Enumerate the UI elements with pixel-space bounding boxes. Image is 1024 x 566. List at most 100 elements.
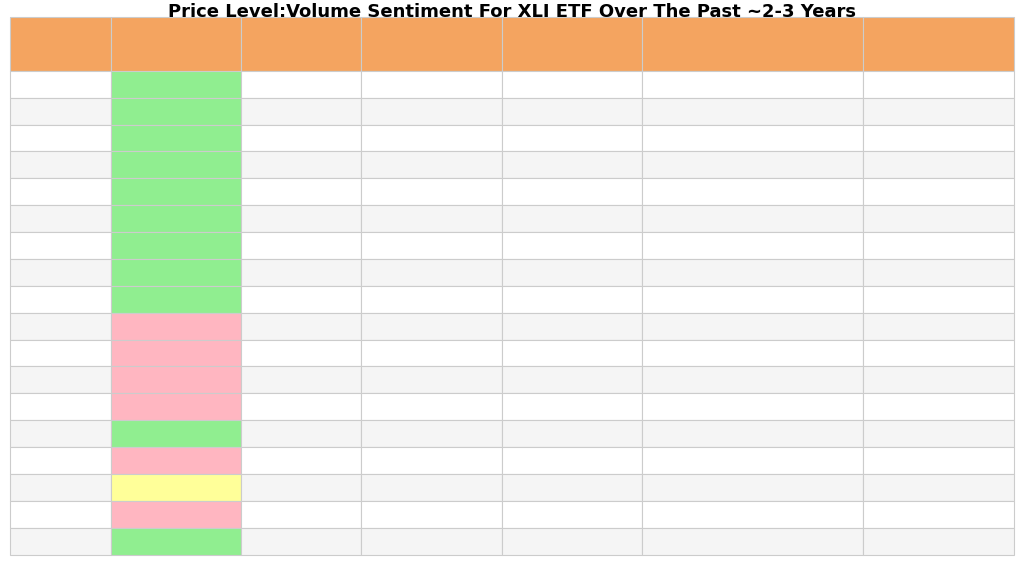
- Text: 2.8: 2.8: [422, 508, 441, 521]
- Text: 2.4: 2.4: [292, 400, 311, 413]
- Text: $100.00: $100.00: [35, 185, 86, 198]
- Text: Buyers: Buyers: [152, 78, 200, 91]
- Text: Buyers: Buyers: [152, 239, 200, 252]
- Text: # Boxes
Buyers: # Boxes Buyers: [269, 29, 333, 59]
- Text: Sellers: Sellers: [152, 346, 200, 359]
- Text: 1:1: 1:1: [742, 481, 763, 494]
- Text: 11: 11: [424, 320, 439, 333]
- Text: -32.51%: -32.51%: [912, 374, 965, 387]
- Text: Even: Even: [557, 481, 588, 494]
- Text: # Boxes Sellers: # Boxes Sellers: [371, 37, 493, 51]
- Text: Price: Price: [41, 37, 80, 51]
- Text: -25.97%: -25.97%: [912, 158, 965, 171]
- Text: Buyers: Buyers: [152, 427, 200, 440]
- Text: 7.2: 7.2: [291, 239, 311, 252]
- Text: 4.6: 4.6: [292, 185, 311, 198]
- Text: 1.166666667: 1.166666667: [530, 535, 613, 548]
- Text: $93.00: $93.00: [39, 374, 82, 387]
- Text: 3.2: 3.2: [422, 427, 441, 440]
- Text: $92.00: $92.00: [39, 400, 82, 413]
- Text: Sellers: Sellers: [152, 508, 200, 521]
- Text: 1: 1: [297, 454, 305, 467]
- Text: $99.00: $99.00: [39, 212, 82, 225]
- Text: 1.846153846: 1.846153846: [530, 374, 613, 387]
- Text: 5.8: 5.8: [291, 158, 311, 171]
- Text: 2.5: 2.5: [422, 454, 441, 467]
- Text: $97.00: $97.00: [39, 266, 82, 279]
- Text: 5.7: 5.7: [291, 105, 311, 118]
- Text: -36.13%: -36.13%: [912, 508, 965, 521]
- Text: 1.37931034482759:1: 1.37931034482759:1: [685, 266, 820, 279]
- Text: Sellers: Sellers: [152, 454, 200, 467]
- Text: 2.5:1: 2.5:1: [737, 454, 769, 467]
- Text: 1.6: 1.6: [292, 78, 311, 91]
- Text: 1.866666667: 1.866666667: [530, 508, 613, 521]
- Text: 2.6: 2.6: [292, 374, 311, 387]
- Text: 2.32258064516129:1: 2.32258064516129:1: [685, 239, 820, 252]
- Text: 3.1: 3.1: [422, 239, 441, 252]
- Text: 1.769230769: 1.769230769: [530, 185, 613, 198]
- Text: -28.15%: -28.15%: [912, 212, 965, 225]
- Text: $95.00: $95.00: [39, 320, 82, 333]
- Text: $87.00: $87.00: [39, 535, 82, 548]
- Text: Price Level:Volume Sentiment For XLI ETF Over The Past ~2-3 Years: Price Level:Volume Sentiment For XLI ETF…: [168, 3, 856, 21]
- Text: -21.62%: -21.62%: [912, 78, 965, 91]
- Text: 1.03846153846154:1: 1.03846153846154:1: [685, 293, 820, 306]
- Text: 1.1:1: 1.1:1: [737, 320, 769, 333]
- Text: 1.20833333333333:1: 1.20833333333333:1: [686, 158, 820, 171]
- Text: 4.7: 4.7: [291, 346, 311, 359]
- Text: -24.52%: -24.52%: [912, 131, 965, 144]
- Text: 1.8: 1.8: [422, 535, 441, 548]
- Text: Ratio/% Refined: Ratio/% Refined: [690, 37, 815, 51]
- Text: 4.5: 4.5: [422, 212, 441, 225]
- Text: -28.88%: -28.88%: [912, 239, 965, 252]
- Text: 1.244444444: 1.244444444: [530, 212, 613, 225]
- Text: Sellers: Sellers: [152, 374, 200, 387]
- Text: 4.8: 4.8: [422, 374, 441, 387]
- Text: % From Price: % From Price: [887, 37, 990, 51]
- Text: 1.14285714285714:1: 1.14285714285714:1: [685, 78, 820, 91]
- Text: Buyers: Buyers: [152, 158, 200, 171]
- Text: 1.16666666666667:1: 1.16666666666667:1: [686, 535, 820, 548]
- Text: -33.23%: -33.23%: [912, 400, 965, 413]
- Text: -29.60%: -29.60%: [912, 266, 965, 279]
- Text: Sellers: Sellers: [152, 400, 200, 413]
- Text: Ratio/%: Ratio/%: [542, 37, 602, 51]
- Text: 2.5: 2.5: [291, 131, 311, 144]
- Text: 1.25:1: 1.25:1: [733, 427, 773, 440]
- Text: -34.68%: -34.68%: [912, 454, 965, 467]
- Text: 1.038461538: 1.038461538: [530, 293, 613, 306]
- Text: -36.86%: -36.86%: [912, 535, 965, 548]
- Text: 4: 4: [297, 427, 305, 440]
- Text: Sellers: Sellers: [152, 320, 200, 333]
- Text: 1.379310345: 1.379310345: [530, 266, 613, 279]
- Text: 1.19047619: 1.19047619: [535, 131, 609, 144]
- Text: 1.208333333: 1.208333333: [530, 158, 613, 171]
- Text: 1.19047619047619:1: 1.19047619047619:1: [685, 131, 820, 144]
- Text: 4.8: 4.8: [422, 158, 441, 171]
- Text: 2.5: 2.5: [562, 454, 583, 467]
- Text: 1.08333333333333:1: 1.08333333333333:1: [686, 400, 820, 413]
- Text: $89.00: $89.00: [39, 481, 82, 494]
- Text: Buyers: Buyers: [152, 131, 200, 144]
- Text: $108.00: $108.00: [35, 78, 86, 91]
- Text: 1.5: 1.5: [291, 508, 311, 521]
- Text: 2.6: 2.6: [422, 400, 441, 413]
- Text: 7.8: 7.8: [422, 293, 441, 306]
- Text: 10: 10: [293, 320, 309, 333]
- Text: 1.24444444444444:1: 1.24444444444444:1: [686, 212, 820, 225]
- Text: $98.00: $98.00: [39, 239, 82, 252]
- Text: Buyers: Buyers: [152, 535, 200, 548]
- Text: $96.00: $96.00: [39, 293, 82, 306]
- Text: -31.05%: -31.05%: [912, 320, 965, 333]
- Text: $90.00: $90.00: [39, 454, 82, 467]
- Text: 5.8: 5.8: [422, 266, 441, 279]
- Text: ..57446808510638:: ..57446808510638:: [691, 346, 815, 359]
- Text: -23.07%: -23.07%: [912, 105, 965, 118]
- Text: 5.6: 5.6: [291, 212, 311, 225]
- Text: $94.00: $94.00: [39, 346, 82, 359]
- Text: 1.76923076923077:1: 1.76923076923077:1: [685, 185, 820, 198]
- Text: 1.142857143: 1.142857143: [530, 78, 613, 91]
- Text: Null: Null: [162, 481, 189, 494]
- Text: 8.1: 8.1: [291, 293, 311, 306]
